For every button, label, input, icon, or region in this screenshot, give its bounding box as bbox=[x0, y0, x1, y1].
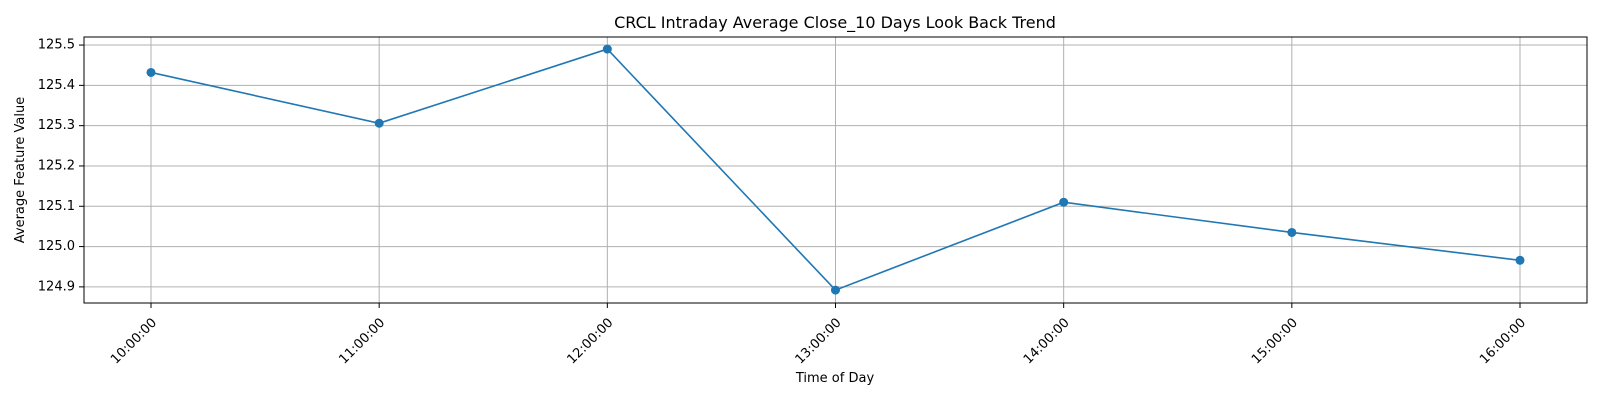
y-axis-label: Average Feature Value bbox=[13, 97, 28, 243]
data-point bbox=[1059, 197, 1069, 207]
data-point bbox=[831, 285, 840, 295]
y-tick-label: 125.0 bbox=[38, 239, 75, 254]
y-tick-label: 124.9 bbox=[38, 279, 75, 294]
x-axis-label: Time of Day bbox=[795, 371, 875, 386]
y-ticks: 124.9 125.0 125.1 125.2 125.3 125.4 125.5 bbox=[38, 38, 84, 294]
y-tick-label: 125.5 bbox=[38, 38, 75, 53]
y-tick-label: 125.1 bbox=[38, 199, 75, 214]
y-tick-label: 125.2 bbox=[38, 158, 75, 173]
grid bbox=[84, 37, 1587, 303]
data-point bbox=[146, 67, 156, 77]
x-tick-label: 12:00:00 bbox=[564, 315, 616, 367]
x-tick-label: 15:00:00 bbox=[1249, 315, 1301, 367]
x-tick-label: 13:00:00 bbox=[793, 315, 845, 367]
series bbox=[146, 44, 1525, 295]
x-tick-label: 11:00:00 bbox=[336, 315, 388, 367]
data-point bbox=[1515, 255, 1525, 265]
y-tick-label: 125.3 bbox=[38, 118, 75, 133]
y-tick-label: 125.4 bbox=[38, 78, 75, 93]
data-point bbox=[1287, 227, 1297, 237]
x-tick-label: 10:00:00 bbox=[108, 315, 160, 367]
data-point bbox=[602, 44, 612, 54]
x-ticks: 10:00:00 11:00:00 12:00:00 13:00:00 14:00:00… bbox=[108, 303, 1529, 367]
data-point bbox=[374, 118, 384, 128]
x-tick-label: 16:00:00 bbox=[1477, 315, 1529, 367]
x-tick-label: 14:00:00 bbox=[1021, 315, 1073, 367]
chart-title: CRCL Intraday Average Close_10 Days Look… bbox=[614, 13, 1056, 33]
plot-frame bbox=[83, 36, 1588, 304]
